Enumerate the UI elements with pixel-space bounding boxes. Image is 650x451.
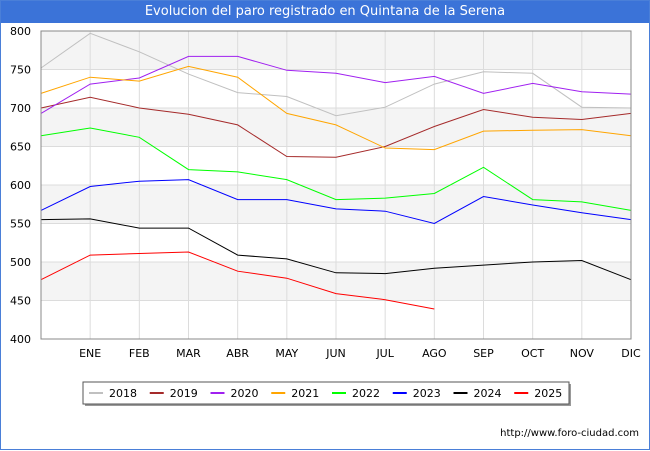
series-line-2022	[40, 127, 632, 211]
x-tick-label: MAY	[275, 347, 298, 360]
y-tick-label: 650	[10, 141, 31, 154]
legend-label-2022: 2022	[352, 387, 380, 400]
x-tick-label: AGO	[422, 347, 447, 360]
x-tick-label: OCT	[521, 347, 544, 360]
legend-label-2025: 2025	[534, 387, 562, 400]
plot-border	[40, 30, 632, 340]
x-tick-label: MAR	[176, 347, 201, 360]
source-url[interactable]: http://www.foro-ciudad.com	[500, 428, 639, 439]
y-tick-label: 800	[10, 25, 31, 38]
series-line-2024	[40, 218, 632, 281]
legend-label-2019: 2019	[170, 387, 198, 400]
series-line-2025	[40, 251, 435, 310]
x-tick-label: FEB	[129, 347, 150, 360]
series-line-2023	[40, 179, 632, 225]
y-tick-label: 750	[10, 64, 31, 77]
x-tick-label: JUL	[375, 347, 394, 360]
y-tick-label: 450	[10, 295, 31, 308]
x-axis-ticks: ENE FEB MAR ABR MAY JUN JUL AGO SEP OCT NOV DIC	[79, 347, 641, 360]
x-tick-label: ENE	[79, 347, 101, 360]
legend-label-2020: 2020	[231, 387, 259, 400]
x-tick-label: DIC	[621, 347, 641, 360]
y-tick-label: 500	[10, 256, 31, 269]
chart-title: Evolucion del paro registrado en Quintan…	[1, 1, 649, 23]
legend-label-2024: 2024	[474, 387, 502, 400]
legend: 2018 2019 2020 2021 2022 2023 2024 2025	[82, 381, 571, 406]
legend-label-2021: 2021	[291, 387, 319, 400]
x-tick-label: ABR	[226, 347, 249, 360]
x-tick-label: NOV	[570, 347, 595, 360]
x-tick-label: SEP	[473, 347, 494, 360]
y-tick-label: 550	[10, 218, 31, 231]
y-axis-ticks: 400 450 500 550 600 650 700 750 800	[10, 25, 31, 346]
legend-box	[82, 381, 570, 405]
y-tick-label: 600	[10, 179, 31, 192]
series-line-2018	[40, 32, 632, 117]
series-line-2020	[40, 55, 632, 114]
series-lines	[40, 32, 632, 310]
y-tick-label: 400	[10, 333, 31, 346]
legend-label-2023: 2023	[413, 387, 441, 400]
y-tick-label: 700	[10, 102, 31, 115]
series-line-2021	[40, 65, 632, 151]
legend-label-2018: 2018	[109, 387, 137, 400]
series-line-2019	[40, 96, 632, 158]
x-tick-label: JUN	[325, 347, 346, 360]
